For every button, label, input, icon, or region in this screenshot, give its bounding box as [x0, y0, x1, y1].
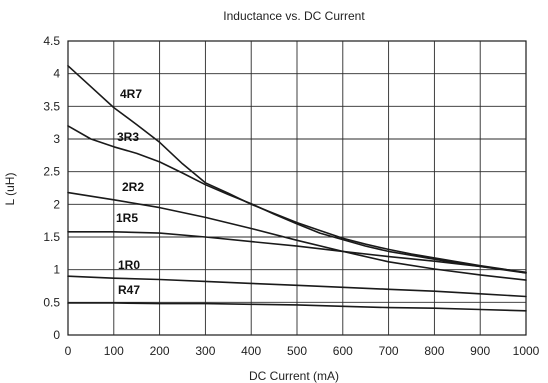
series-label-1r0: 1R0	[118, 258, 140, 272]
y-tick-label: 4.5	[43, 34, 60, 48]
series-line-2r2	[67, 191, 527, 281]
x-tick-label: 400	[241, 344, 261, 358]
x-tick-label: 200	[150, 344, 170, 358]
series-line-1r0	[67, 275, 527, 298]
y-tick-label: 1	[53, 263, 60, 277]
series-line-3r3	[67, 125, 527, 274]
series-label-3r3: 3R3	[117, 130, 139, 144]
chart-title: Inductance vs. DC Current	[223, 9, 365, 23]
x-tick-label: 900	[470, 344, 490, 358]
series-lines	[67, 65, 527, 312]
y-tick-label: 3	[53, 132, 60, 146]
y-tick-label: 2	[53, 197, 60, 211]
y-tick-label: 1.5	[43, 230, 60, 244]
series-line-1r5	[67, 231, 527, 274]
y-tick-label: 3.5	[43, 99, 60, 113]
x-tick-label: 0	[65, 344, 72, 358]
series-label-2r2: 2R2	[122, 180, 144, 194]
series-label-1r5: 1R5	[116, 211, 138, 225]
y-tick-label: 0.5	[43, 295, 60, 309]
x-tick-label: 300	[195, 344, 215, 358]
y-axis-title: L (uH)	[3, 173, 17, 206]
series-line-r47	[67, 302, 527, 312]
series-labels: 4R7 3R3 2R2 1R5 1R0 R47	[116, 87, 144, 297]
y-tick-label: 0	[53, 328, 60, 342]
series-label-r47: R47	[118, 283, 140, 297]
y-tick-label: 2.5	[43, 165, 60, 179]
x-axis-title: DC Current (mA)	[249, 369, 339, 383]
series-line-4r7	[67, 65, 527, 274]
x-tick-label: 1000	[513, 344, 540, 358]
tick-labels: 0 100 200 300 400 500 600 700 800 900 1000 0 0.5 1 1.5…	[43, 34, 539, 358]
series-label-4r7: 4R7	[120, 87, 142, 101]
x-tick-label: 700	[379, 344, 399, 358]
x-tick-label: 100	[104, 344, 124, 358]
x-tick-label: 800	[424, 344, 444, 358]
y-tick-label: 4	[53, 67, 60, 81]
x-tick-label: 600	[333, 344, 353, 358]
x-tick-label: 500	[287, 344, 307, 358]
